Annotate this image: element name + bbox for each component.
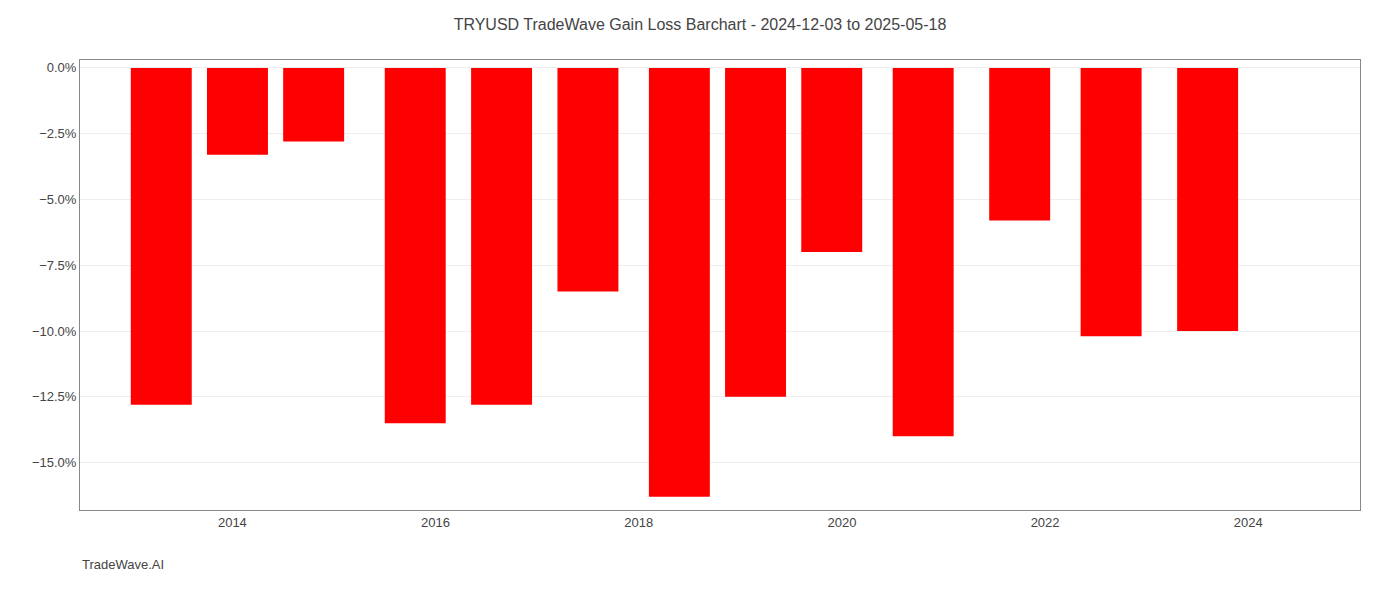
svg-text:2022: 2022 [1031, 515, 1060, 530]
svg-text:2024: 2024 [1234, 515, 1263, 530]
svg-text:−10.0%: −10.0% [32, 324, 77, 339]
svg-text:TradeWave.AI: TradeWave.AI [82, 557, 164, 572]
svg-text:−15.0%: −15.0% [32, 455, 77, 470]
svg-text:2020: 2020 [827, 515, 856, 530]
svg-text:−7.5%: −7.5% [39, 258, 77, 273]
svg-text:−2.5%: −2.5% [39, 126, 77, 141]
svg-text:2016: 2016 [421, 515, 450, 530]
svg-text:−12.5%: −12.5% [32, 389, 77, 404]
svg-text:2018: 2018 [624, 515, 653, 530]
svg-text:TRYUSD TradeWave Gain Loss Bar: TRYUSD TradeWave Gain Loss Barchart - 20… [454, 16, 947, 33]
svg-text:2014: 2014 [218, 515, 247, 530]
svg-text:0.0%: 0.0% [47, 60, 77, 75]
svg-text:−5.0%: −5.0% [39, 192, 77, 207]
